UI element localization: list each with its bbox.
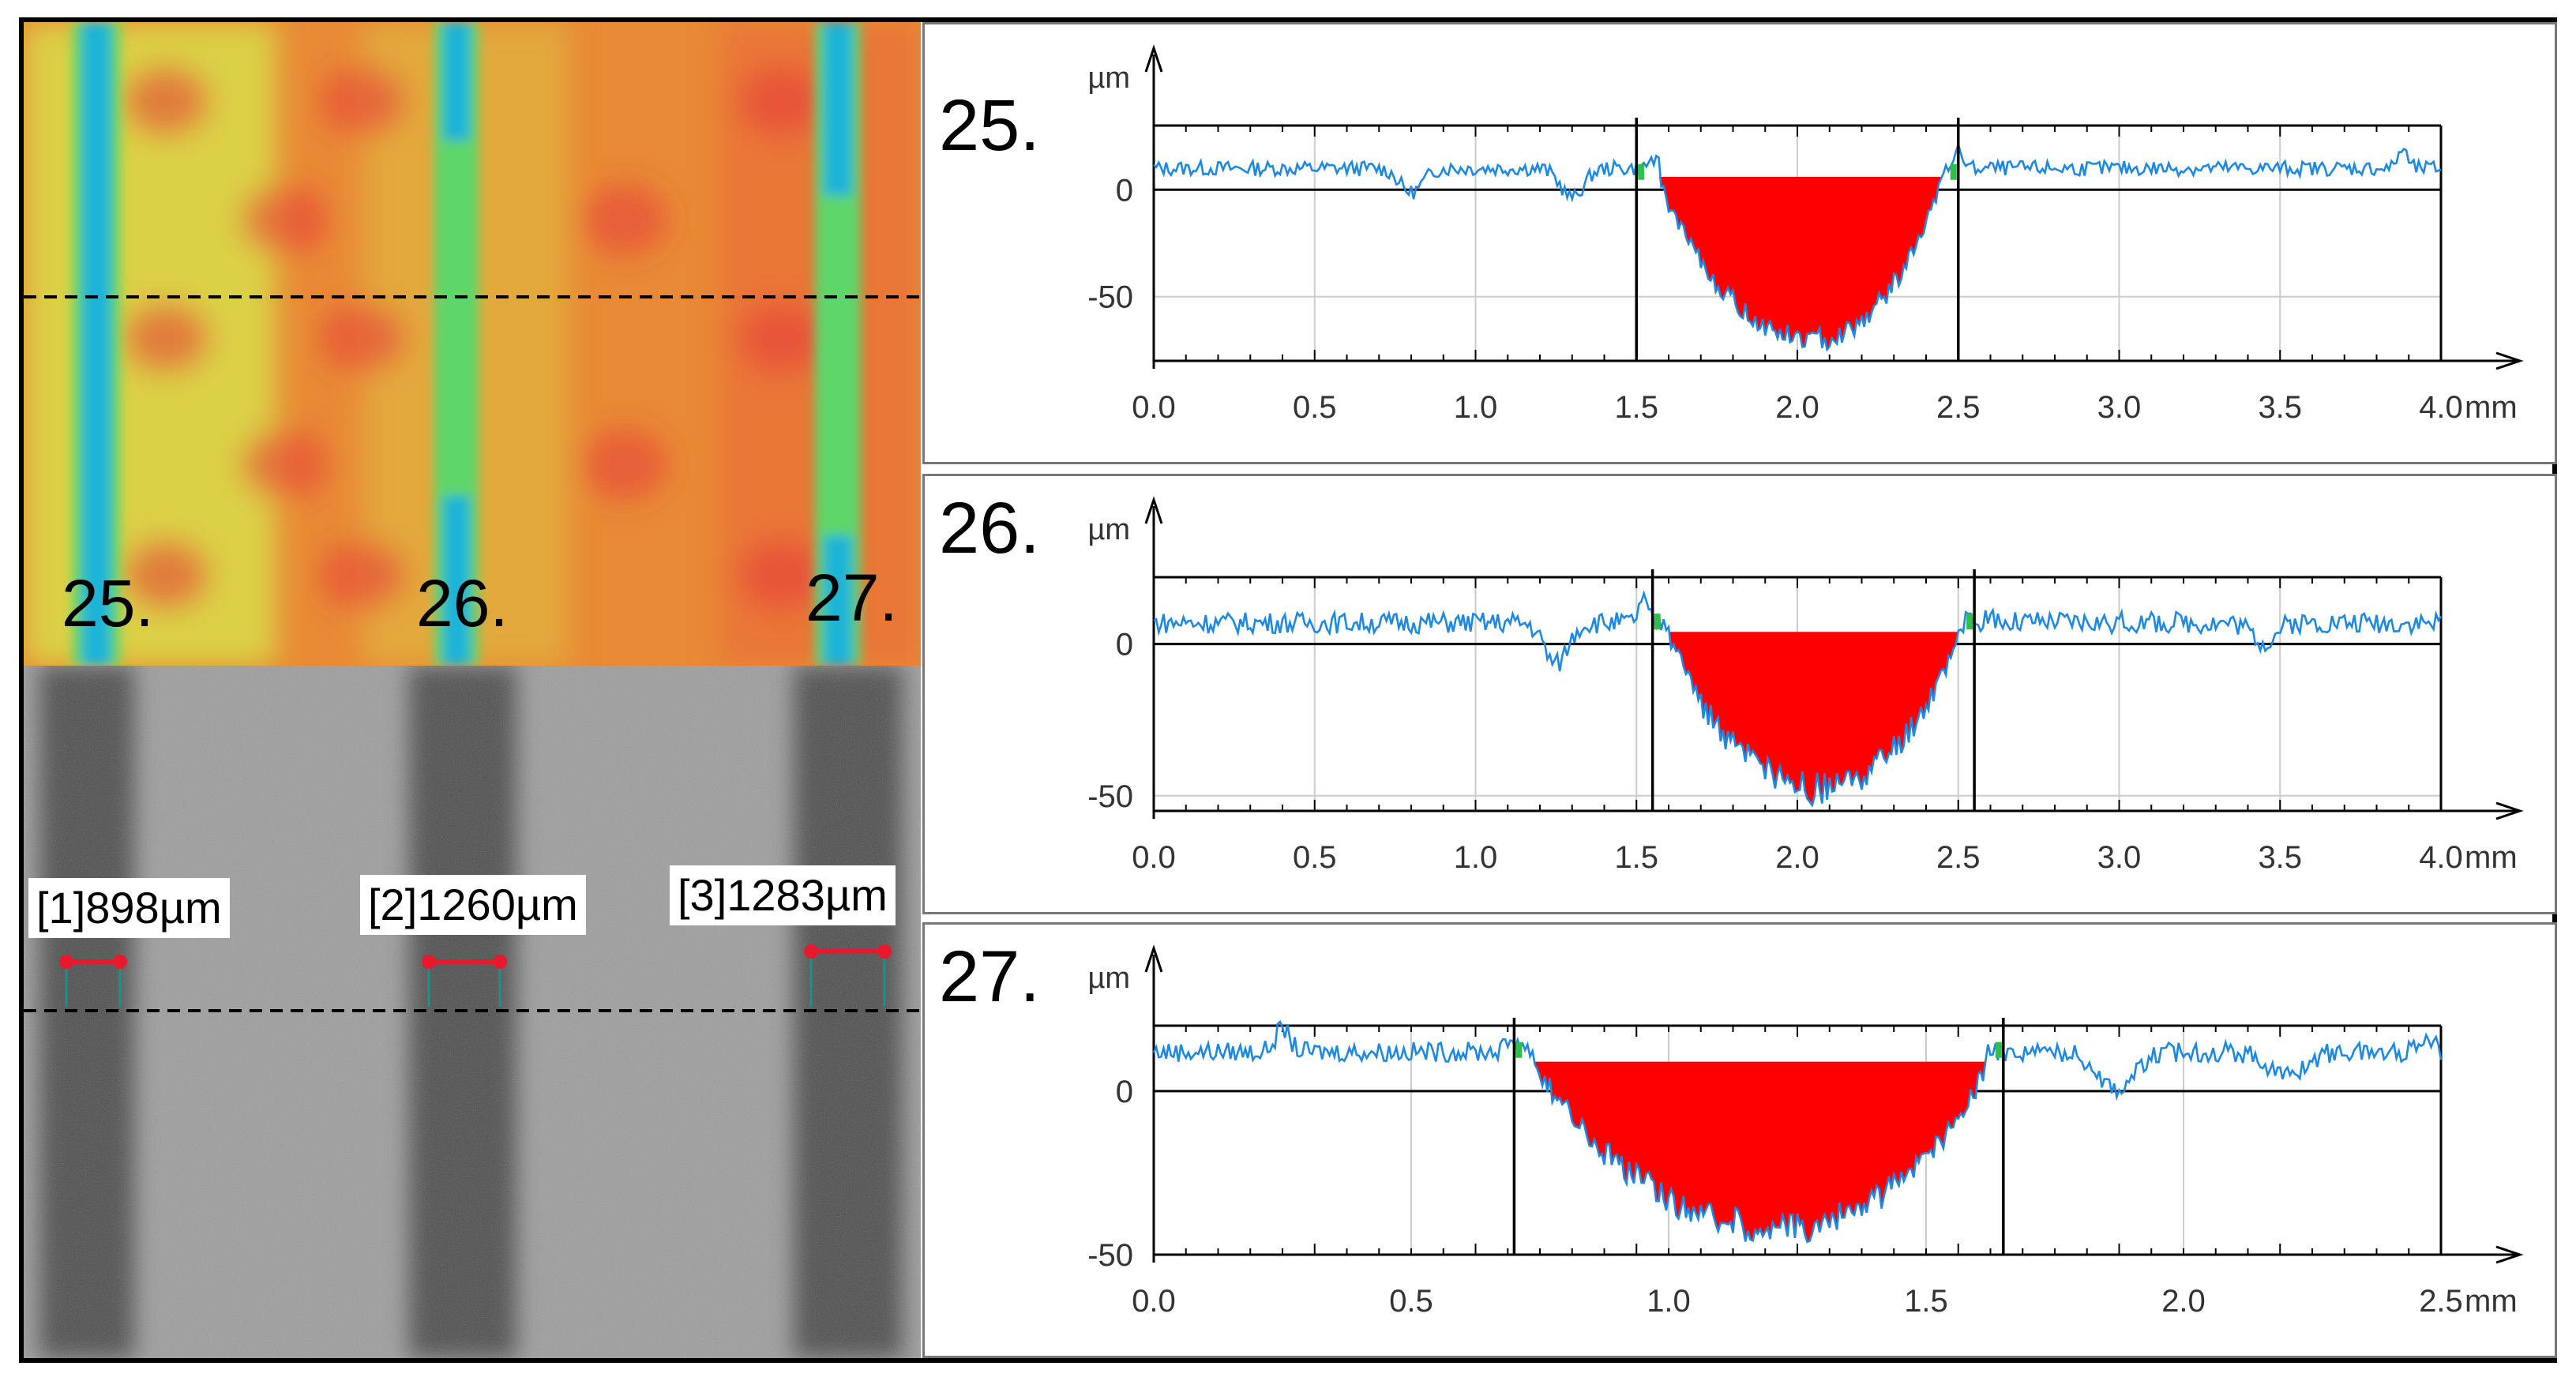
x-tick-label: 0.0 (1132, 390, 1176, 425)
x-unit-label: mm (2465, 840, 2518, 875)
x-axis-arrow (2495, 1245, 2524, 1264)
groove-label-25: 25. (62, 566, 154, 640)
x-tick-label: 3.0 (2097, 390, 2142, 425)
micrograph-image (24, 666, 921, 1358)
bound-marker (1515, 1041, 1523, 1058)
profile-title-25: 25. (939, 85, 1040, 166)
y-tick-label: -50 (1087, 779, 1133, 814)
y-axis-arrow (1144, 944, 1163, 973)
groove-area-fill (1669, 632, 1958, 805)
x-tick-label: 4.0 (2419, 390, 2463, 425)
x-tick-label: 1.5 (1614, 840, 1658, 875)
profile-chart-27: 27. 0.0 0.5 1.0 1.5 2.0 2.5 mm 0 -50 µm (922, 922, 2557, 1358)
x-tick-label: 2.5 (2419, 1284, 2463, 1319)
x-tick-label: 1.0 (1454, 390, 1498, 425)
profile-line (1152, 1019, 2443, 1244)
profile-title-27: 27. (939, 936, 1040, 1017)
y-tick-label: 0 (1116, 173, 1133, 208)
groove-label-27: 27. (805, 561, 898, 635)
measurement-label-1: [1]898µm (28, 878, 230, 939)
y-tick-label: -50 (1087, 1238, 1133, 1273)
x-tick-label: 2.0 (1775, 840, 1819, 875)
groove-area-fill (1658, 177, 1943, 350)
x-axis-arrow (2495, 351, 2524, 370)
x-tick-label: 0.0 (1132, 840, 1176, 875)
groove-area-fill (1534, 1061, 1988, 1242)
bound-marker (1995, 1041, 2002, 1058)
x-tick-label: 3.5 (2258, 840, 2302, 875)
measurement-label-3: [3]1283µm (670, 865, 896, 926)
bound-marker (1950, 163, 1957, 180)
x-tick-label: 1.0 (1454, 840, 1498, 875)
profile-line (1153, 590, 2443, 808)
x-tick-label: 1.5 (1904, 1284, 1948, 1319)
x-tick-label: 2.5 (1936, 390, 1981, 425)
profile-title-26: 26. (939, 488, 1040, 569)
y-unit-label: µm (1087, 62, 1130, 95)
y-unit-label: µm (1087, 962, 1130, 995)
x-tick-label: 0.5 (1293, 840, 1337, 875)
y-axis-arrow (1144, 44, 1163, 73)
x-tick-label: 3.5 (2258, 390, 2302, 425)
measurement-label-2: [2]1260µm (360, 875, 586, 936)
x-tick-label: 3.0 (2097, 840, 2142, 875)
y-axis-arrow (1144, 496, 1163, 524)
y-tick-label: 0 (1116, 628, 1133, 662)
x-tick-label: 0.5 (1389, 1284, 1433, 1319)
x-axis-arrow (2495, 801, 2524, 820)
x-tick-label: 4.0 (2419, 840, 2463, 875)
x-tick-label: 2.5 (1936, 840, 1981, 875)
x-tick-label: 1.0 (1647, 1284, 1691, 1319)
bound-marker (1654, 614, 1661, 630)
profile-chart-26: 26. 0.0 0.5 1.0 1.5 2.0 2.5 3.0 3.5 4.0 mm 0 -50 µm (922, 474, 2557, 914)
profile-chart-25: 25. 0.0 0.5 1.0 1.5 2.0 2.5 3.0 3.5 4.0 mm 0 -50 µm (922, 22, 2557, 464)
bound-marker (1638, 163, 1645, 180)
groove-label-26: 26. (416, 566, 509, 640)
bound-marker (1966, 614, 1973, 630)
x-unit-label: mm (2465, 390, 2518, 425)
x-tick-label: 0.5 (1293, 390, 1337, 425)
x-tick-label: 2.0 (1775, 390, 1819, 425)
height-map-image (24, 22, 921, 666)
profile-line (1153, 141, 2442, 352)
x-unit-label: mm (2465, 1284, 2518, 1319)
x-tick-label: 2.0 (2161, 1284, 2206, 1319)
x-tick-label: 1.5 (1614, 390, 1658, 425)
y-tick-label: 0 (1116, 1075, 1133, 1109)
y-unit-label: µm (1087, 513, 1130, 546)
x-tick-label: 0.0 (1132, 1284, 1176, 1319)
y-tick-label: -50 (1087, 280, 1133, 315)
